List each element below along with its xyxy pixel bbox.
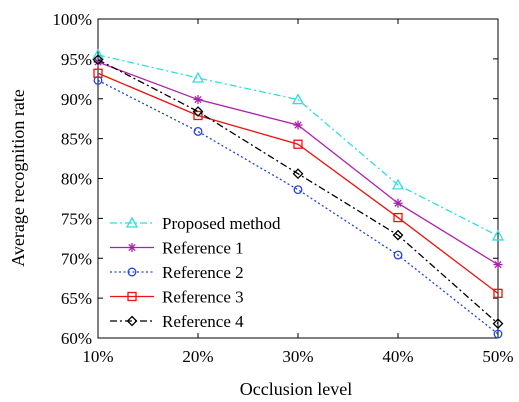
- series-3: [93, 75, 503, 339]
- y-tick-label: 80%: [61, 170, 92, 189]
- data-point: [127, 291, 137, 302]
- data-point: [493, 260, 503, 270]
- y-tick-label: 100%: [52, 10, 92, 29]
- series-line: [97, 72, 499, 294]
- x-tick-label: 10%: [82, 347, 113, 366]
- data-point: [491, 229, 505, 241]
- data-point: [392, 229, 404, 241]
- legend-item: Reference 4: [110, 312, 244, 331]
- data-point: [126, 315, 138, 327]
- legend-item: Reference 1: [110, 239, 244, 258]
- data-point-stroke: [194, 95, 202, 104]
- series-1: [91, 48, 505, 241]
- legend-item: Reference 2: [110, 263, 244, 282]
- x-tick-label: 30%: [282, 347, 313, 366]
- y-axis-title: Average recognition rate: [8, 89, 28, 267]
- data-point: [292, 168, 304, 180]
- data-point: [393, 212, 403, 223]
- data-point: [493, 288, 503, 298]
- data-point: [93, 68, 103, 78]
- data-point: [192, 106, 204, 117]
- data-point-stroke: [494, 261, 502, 269]
- data-point: [191, 71, 205, 83]
- x-axis-title: Occlusion level: [240, 379, 352, 399]
- y-tick-label: 85%: [61, 130, 92, 149]
- data-point: [293, 139, 303, 149]
- x-tick-label: 50%: [482, 347, 513, 366]
- y-tick-label: 90%: [61, 90, 92, 109]
- legend-item: Reference 3: [110, 288, 244, 307]
- y-tick-label: 95%: [61, 50, 92, 69]
- data-point: [493, 329, 503, 339]
- legend-label: Reference 1: [162, 239, 244, 258]
- data-point: [393, 250, 403, 260]
- y-tick-label: 60%: [61, 329, 92, 348]
- data-point-stroke: [394, 199, 402, 207]
- data-point: [92, 54, 104, 66]
- y-tick-label: 70%: [61, 249, 92, 268]
- series-line: [97, 79, 499, 335]
- data-point: [193, 110, 203, 121]
- data-point: [127, 243, 137, 252]
- series-4: [93, 68, 503, 298]
- series-line: [97, 61, 499, 266]
- x-tick-label: 40%: [382, 347, 413, 366]
- y-tick-label: 75%: [61, 209, 92, 228]
- legend-label: Reference 3: [162, 288, 244, 307]
- data-point: [127, 267, 137, 277]
- axes: [97, 18, 499, 339]
- data-point: [293, 120, 303, 130]
- series-line: [97, 59, 499, 325]
- series-group: [91, 48, 505, 339]
- data-point-stroke: [294, 121, 302, 129]
- data-point: [393, 198, 403, 208]
- legend-item: Proposed method: [110, 214, 281, 233]
- legend: Proposed method Reference 1 Reference 2 Ref…: [110, 214, 281, 331]
- data-point: [125, 216, 139, 228]
- data-point: [293, 185, 303, 195]
- series-2: [93, 57, 503, 270]
- data-point-stroke: [94, 58, 102, 66]
- data-point: [391, 178, 405, 190]
- y-tick-label: 65%: [61, 289, 92, 308]
- legend-label: Reference 4: [162, 312, 244, 331]
- tick-labels: 60% 65% 70% 75% 80% 85% 90% 95% 100% 10% 20% 30% 40%…: [52, 10, 513, 366]
- x-tick-label: 20%: [182, 347, 213, 366]
- data-point: [291, 93, 305, 105]
- data-point: [492, 318, 504, 330]
- data-point: [193, 95, 203, 105]
- series-5: [92, 54, 504, 330]
- data-point: [193, 126, 203, 136]
- legend-label: Reference 2: [162, 263, 244, 282]
- data-point-stroke: [128, 243, 136, 252]
- series-line: [97, 54, 499, 237]
- legend-label: Proposed method: [162, 214, 281, 233]
